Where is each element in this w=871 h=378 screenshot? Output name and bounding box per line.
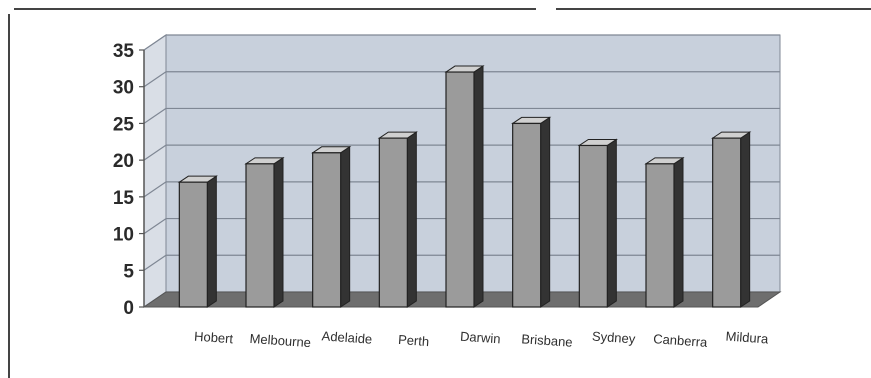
x-tick-label: Hobert [194,329,234,347]
bar [377,131,418,308]
bar-front [245,163,275,308]
bar [511,116,552,308]
bar-side [340,145,351,308]
y-tick-label: 10 [113,225,134,246]
gridline-side [143,181,167,198]
bar-front [712,137,742,308]
gridline-side [143,71,167,88]
bar [711,131,752,308]
x-axis-ticks: Hobert Melbourne Adelaide Perth Darwin Brisba… [194,328,770,350]
y-tick-label: 35 [113,41,135,62]
side-wall [143,34,167,308]
bar-front [312,152,342,308]
y-tick-label: 15 [113,188,135,209]
bar-side [606,138,617,308]
x-tick-label: Melbourne [249,331,311,350]
bar-side [206,175,217,308]
bar-front [178,181,208,308]
bar-side [473,65,484,308]
y-tick-label: 25 [113,114,135,135]
bar [577,138,618,308]
gridline-side [143,107,167,124]
x-tick-label: Adelaide [321,328,373,346]
bar-side [740,131,751,308]
bar [644,156,685,308]
y-tick-label: 5 [123,261,134,282]
x-tick-label: Darwin [460,329,501,347]
bar [444,65,485,308]
gridline-side [143,254,167,271]
gridline-side [143,218,167,235]
y-tick-label: 30 [113,78,134,99]
bar-side [406,131,417,308]
x-tick-label: Mildura [725,329,769,347]
bar-side [540,116,551,308]
bar-front [445,71,475,308]
y-tick-label: 0 [123,298,134,319]
x-tick-label: Sydney [591,329,636,347]
bar-front [378,137,408,308]
bar-side [673,156,684,308]
bar [244,156,285,308]
bar [311,145,352,308]
y-tick-label: 20 [113,151,134,172]
bar-front [512,122,542,308]
chart-chrome [8,8,871,378]
y-axis-ticks: 0 5 10 15 20 25 30 35 [113,41,144,319]
bar-front [645,163,675,308]
gridline-side [143,34,167,51]
bar-side [273,156,284,308]
bars-layer [177,65,752,308]
x-tick-label: Brisbane [521,331,573,350]
gridline-side [143,144,167,161]
x-tick-label: Canberra [653,331,709,350]
bar-front [578,144,608,308]
x-tick-label: Perth [398,332,430,349]
bar [177,175,218,308]
